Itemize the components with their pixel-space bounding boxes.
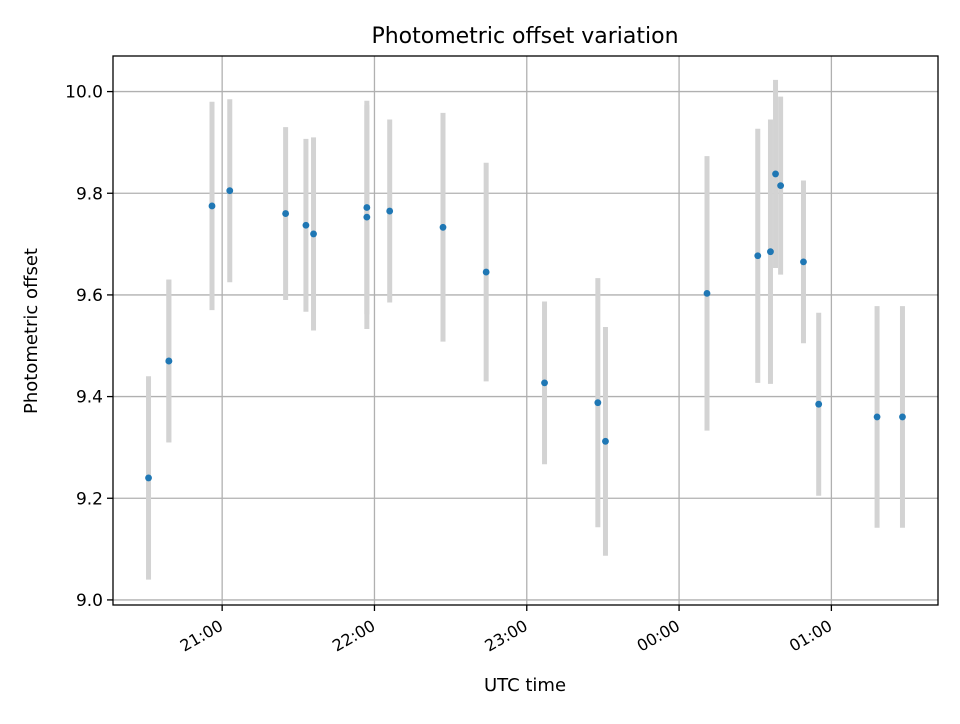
y-axis-ticks: 9.0 9.2 9.4 9.6 9.8 10.0 <box>65 83 113 611</box>
data-point <box>873 413 881 421</box>
data-point <box>363 213 371 221</box>
y-tick-label: 9.6 <box>76 286 103 306</box>
data-point <box>767 248 774 256</box>
data-point <box>145 474 152 482</box>
data-point <box>754 252 762 260</box>
data-point <box>541 379 548 387</box>
data-points <box>145 170 906 482</box>
data-point <box>482 268 490 276</box>
data-point <box>439 223 447 231</box>
data-point <box>363 204 371 211</box>
data-point <box>899 413 906 421</box>
data-point <box>226 187 234 195</box>
y-tick-label: 9.8 <box>76 184 103 204</box>
data-point <box>282 210 290 217</box>
data-point <box>602 437 609 445</box>
y-tick-label: 10.0 <box>65 83 103 103</box>
data-point <box>777 182 785 190</box>
data-point <box>165 357 173 365</box>
data-point <box>815 400 823 408</box>
x-axis-label: UTC time <box>484 675 566 696</box>
y-tick-label: 9.4 <box>76 388 103 408</box>
y-axis-label: Photometric offset <box>21 248 42 414</box>
y-tick-label: 9.0 <box>76 591 103 611</box>
data-point <box>800 258 807 266</box>
data-point <box>703 289 711 297</box>
data-point <box>772 170 779 178</box>
chart-title: Photometric offset variation <box>371 24 678 49</box>
plot-frame <box>112 55 939 606</box>
data-point <box>310 230 317 238</box>
y-tick-label: 9.2 <box>76 489 103 509</box>
grid <box>113 56 938 605</box>
data-point <box>594 399 602 407</box>
data-point <box>386 207 394 215</box>
data-point <box>208 202 216 210</box>
data-point <box>302 221 310 229</box>
